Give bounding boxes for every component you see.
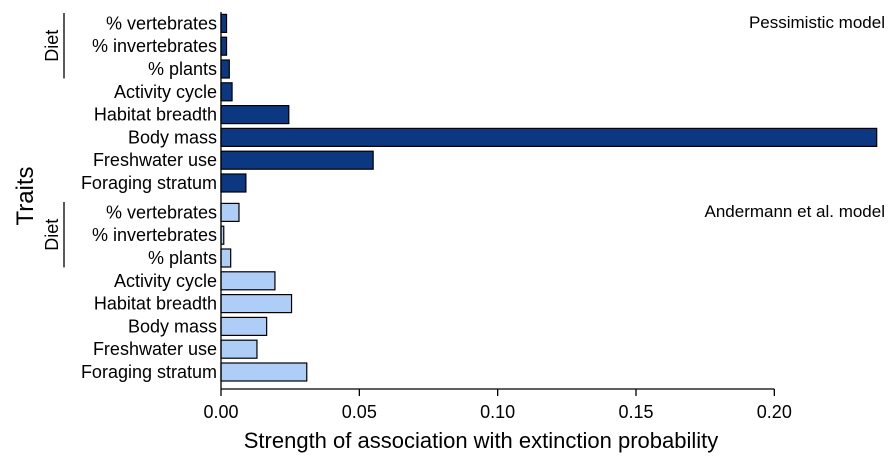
y-axis-title: Traits — [12, 166, 39, 225]
bar — [220, 248, 232, 268]
bar — [220, 82, 233, 102]
x-tick-label: 0.15 — [618, 402, 653, 422]
panel-1: % vertebrates % invertebrates % plants Acti… — [42, 13, 885, 193]
category-label: % vertebrates — [106, 202, 217, 222]
bar — [220, 294, 293, 314]
category-label: Activity cycle — [114, 82, 217, 102]
category-label: % invertebrates — [92, 225, 217, 245]
category-label: Foraging stratum — [81, 362, 217, 382]
category-label: % plants — [148, 59, 217, 79]
panel-title: Pessimistic model — [749, 13, 885, 32]
x-tick-label: 0.05 — [342, 402, 377, 422]
category-label: % plants — [148, 248, 217, 268]
bar — [220, 13, 228, 33]
x-tick-label: 0.10 — [480, 402, 515, 422]
diet-group-label: Diet — [42, 219, 62, 251]
diet-group-label: Diet — [42, 30, 62, 62]
bar — [220, 202, 240, 222]
panel-title: Andermann et al. model — [705, 202, 886, 221]
category-label: % invertebrates — [92, 36, 217, 56]
panel-2: % vertebrates % invertebrates % plants Acti… — [42, 202, 885, 382]
category-label: Foraging stratum — [81, 173, 217, 193]
x-axis-title: Strength of association with extinction … — [244, 428, 718, 453]
bar — [220, 36, 228, 56]
category-label: Activity cycle — [114, 271, 217, 291]
bar — [220, 339, 258, 359]
bar — [220, 362, 308, 382]
category-label: Freshwater use — [93, 150, 217, 170]
x-tick-label: 0.00 — [203, 402, 238, 422]
category-label: % vertebrates — [106, 13, 217, 33]
category-label: Freshwater use — [93, 339, 217, 359]
bar — [220, 127, 878, 147]
bar — [220, 316, 268, 336]
chart-panels: % vertebrates % invertebrates % plants Acti… — [42, 13, 885, 382]
x-tick-label: 0.20 — [757, 402, 792, 422]
bar — [220, 104, 290, 125]
x-axis: 0.00 0.05 0.10 0.15 0.20 — [203, 12, 792, 422]
category-label: Body mass — [128, 127, 217, 147]
bar — [220, 59, 230, 79]
bar — [220, 271, 276, 291]
category-label: Body mass — [128, 316, 217, 336]
bar — [220, 173, 247, 193]
bar — [220, 150, 374, 170]
category-label: Habitat breadth — [94, 294, 217, 314]
category-label: Habitat breadth — [94, 105, 217, 125]
